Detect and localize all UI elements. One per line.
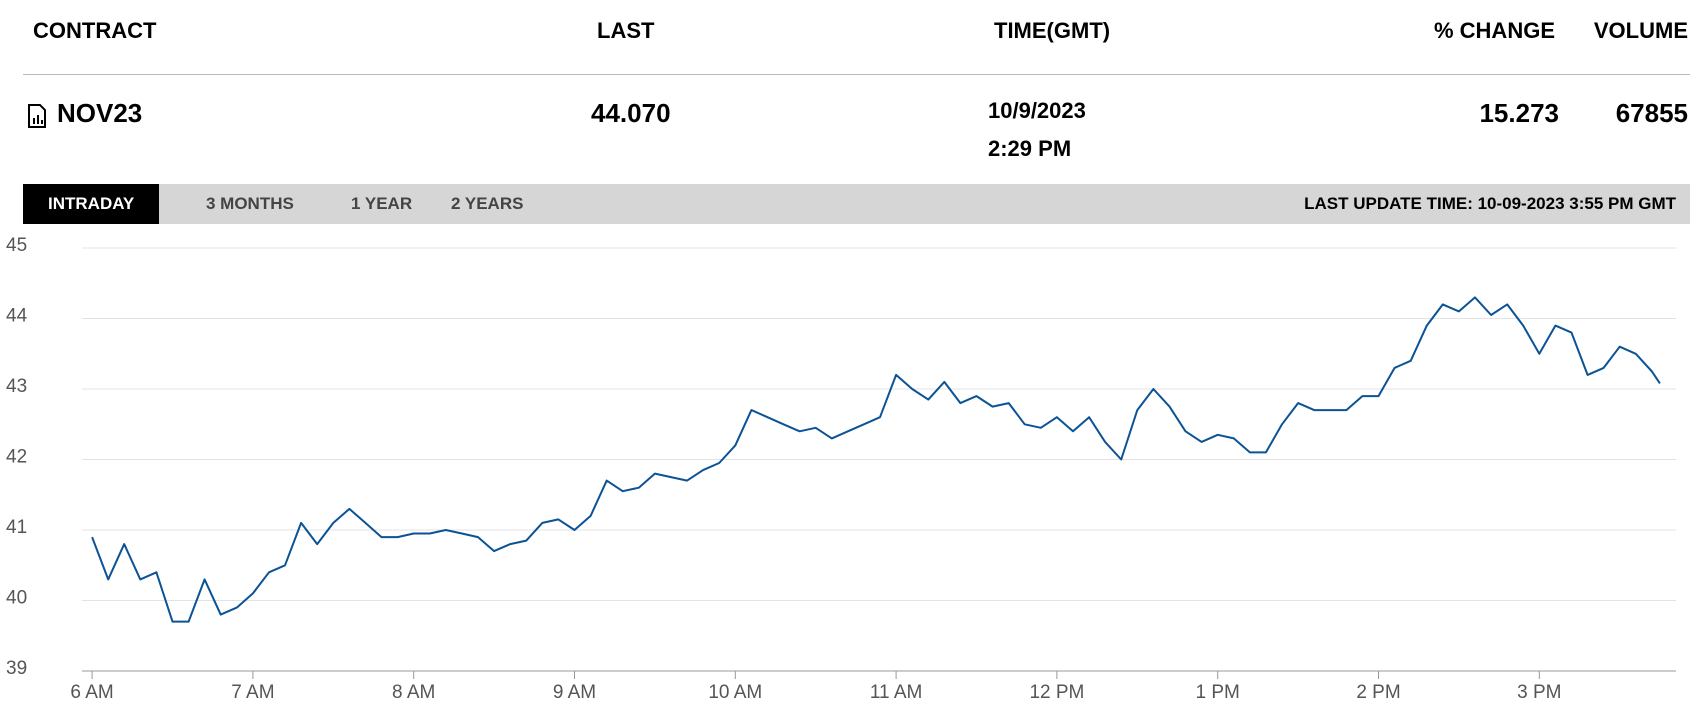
x-tick-label: 6 AM: [70, 682, 113, 703]
report-icon[interactable]: [27, 104, 47, 128]
tab-bar: INTRADAY 3 MONTHS 1 YEAR 2 YEARS LAST UP…: [23, 184, 1690, 224]
x-tick-label: 10 AM: [708, 682, 762, 703]
tab[interactable]: INTRADAY: [23, 184, 160, 224]
time: 2:29 PM: [988, 136, 1072, 161]
col-header: VOLUME: [1593, 18, 1688, 43]
y-tick-label: 40: [6, 588, 27, 609]
date: 10/9/2023: [988, 98, 1086, 123]
price-line: [91, 296, 1661, 623]
change: 15.273: [1479, 98, 1559, 128]
x-tick-label: 11 AM: [870, 682, 922, 703]
x-tick-label: 7 AM: [231, 682, 274, 703]
y-tick-label: 41: [6, 517, 27, 538]
col-header: TIME(GMT): [994, 18, 1111, 43]
contract[interactable]: NOV23: [57, 98, 143, 128]
x-tick-label: 8 AM: [392, 682, 435, 703]
volume: 67855: [1615, 98, 1688, 128]
col-header: % CHANGE: [1433, 18, 1555, 43]
x-tick-label: 2 PM: [1356, 682, 1400, 703]
col-header: LAST: [597, 18, 655, 43]
y-tick-label: 39: [6, 658, 27, 679]
last-update: LAST UPDATE TIME: 10-09-2023 3:55 PM GMT: [1304, 194, 1676, 213]
divider: [23, 74, 1690, 75]
x-tick-label: 3 PM: [1517, 682, 1561, 703]
x-tick-label: 9 AM: [553, 682, 596, 703]
last: 44.070: [591, 98, 671, 128]
y-tick-label: 45: [6, 235, 27, 256]
y-tick-label: 42: [6, 447, 27, 468]
x-tick-label: 12 PM: [1029, 682, 1084, 703]
x-tick-label: 1 PM: [1196, 682, 1240, 703]
col-header: CONTRACT: [33, 18, 157, 43]
tab[interactable]: 1 YEAR: [351, 194, 413, 213]
y-tick-label: 44: [6, 306, 28, 327]
tab[interactable]: 2 YEARS: [451, 194, 524, 213]
y-tick-label: 43: [6, 376, 27, 397]
tab[interactable]: 3 MONTHS: [206, 194, 294, 213]
